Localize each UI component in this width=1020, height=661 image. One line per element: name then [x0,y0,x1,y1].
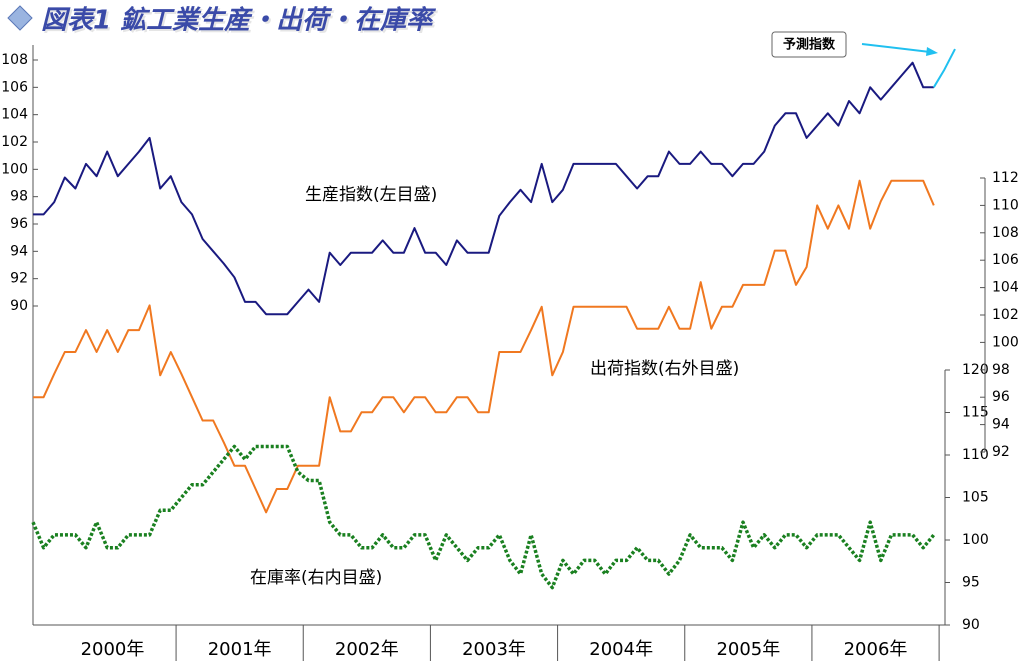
tick-label: 108 [992,225,1019,241]
tick-label: 95 [962,575,980,591]
tick-label: 106 [992,252,1019,268]
tick-label: 96 [10,216,28,232]
annotation-arrow [861,43,931,53]
tick-label: 98 [10,189,28,205]
tick-label: 98 [992,362,1010,378]
x-tick-label: 2000年 [81,639,145,660]
x-tick-label: 2001年 [208,639,272,660]
series-label: 生産指数(左目盛) [305,185,437,205]
series-line [932,48,956,88]
tick-label: 108 [1,52,28,68]
tick-label: 112 [992,170,1019,186]
tick-label: 106 [1,79,28,95]
tick-label: 96 [992,389,1010,405]
tick-label: 90 [10,298,28,314]
tick-label: 104 [992,280,1019,296]
tick-label: 110 [962,447,989,463]
tick-label: 110 [992,197,1019,213]
annotation: 予測指数 [783,37,836,53]
x-tick-label: 2006年 [844,639,908,660]
title-shadow: 図表1 鉱工業生産・出荷・在庫率 [43,8,438,38]
tick-label: 105 [962,490,989,506]
tick-label: 104 [1,107,28,123]
tick-label: 90 [962,617,980,633]
tick-label: 92 [992,444,1010,460]
tick-label: 100 [962,532,989,548]
tick-label: 92 [10,271,28,287]
title-icon [7,5,33,31]
series-label: 在庫率(右内目盛) [250,568,382,588]
tick-label: 102 [1,134,28,150]
chart-title: 図表1 鉱工業生産・出荷・在庫率 [41,6,436,36]
series-line [31,444,936,590]
tick-label: 94 [992,417,1010,433]
tick-label: 120 [962,362,989,378]
tick-label: 102 [992,307,1019,323]
tick-label: 94 [10,243,28,259]
series-label: 出荷指数(右外目盛) [590,359,739,379]
x-tick-label: 2005年 [716,639,780,660]
series-line [33,179,935,514]
series-line [33,61,934,316]
annotation-arrowhead [926,47,938,56]
x-tick-label: 2003年 [462,639,526,660]
x-tick-label: 2002年 [335,639,399,660]
annotation-box [771,31,847,58]
tick-label: 100 [1,161,28,177]
tick-label: 115 [962,405,989,421]
tick-label: 100 [992,334,1019,350]
x-tick-label: 2004年 [589,639,653,660]
